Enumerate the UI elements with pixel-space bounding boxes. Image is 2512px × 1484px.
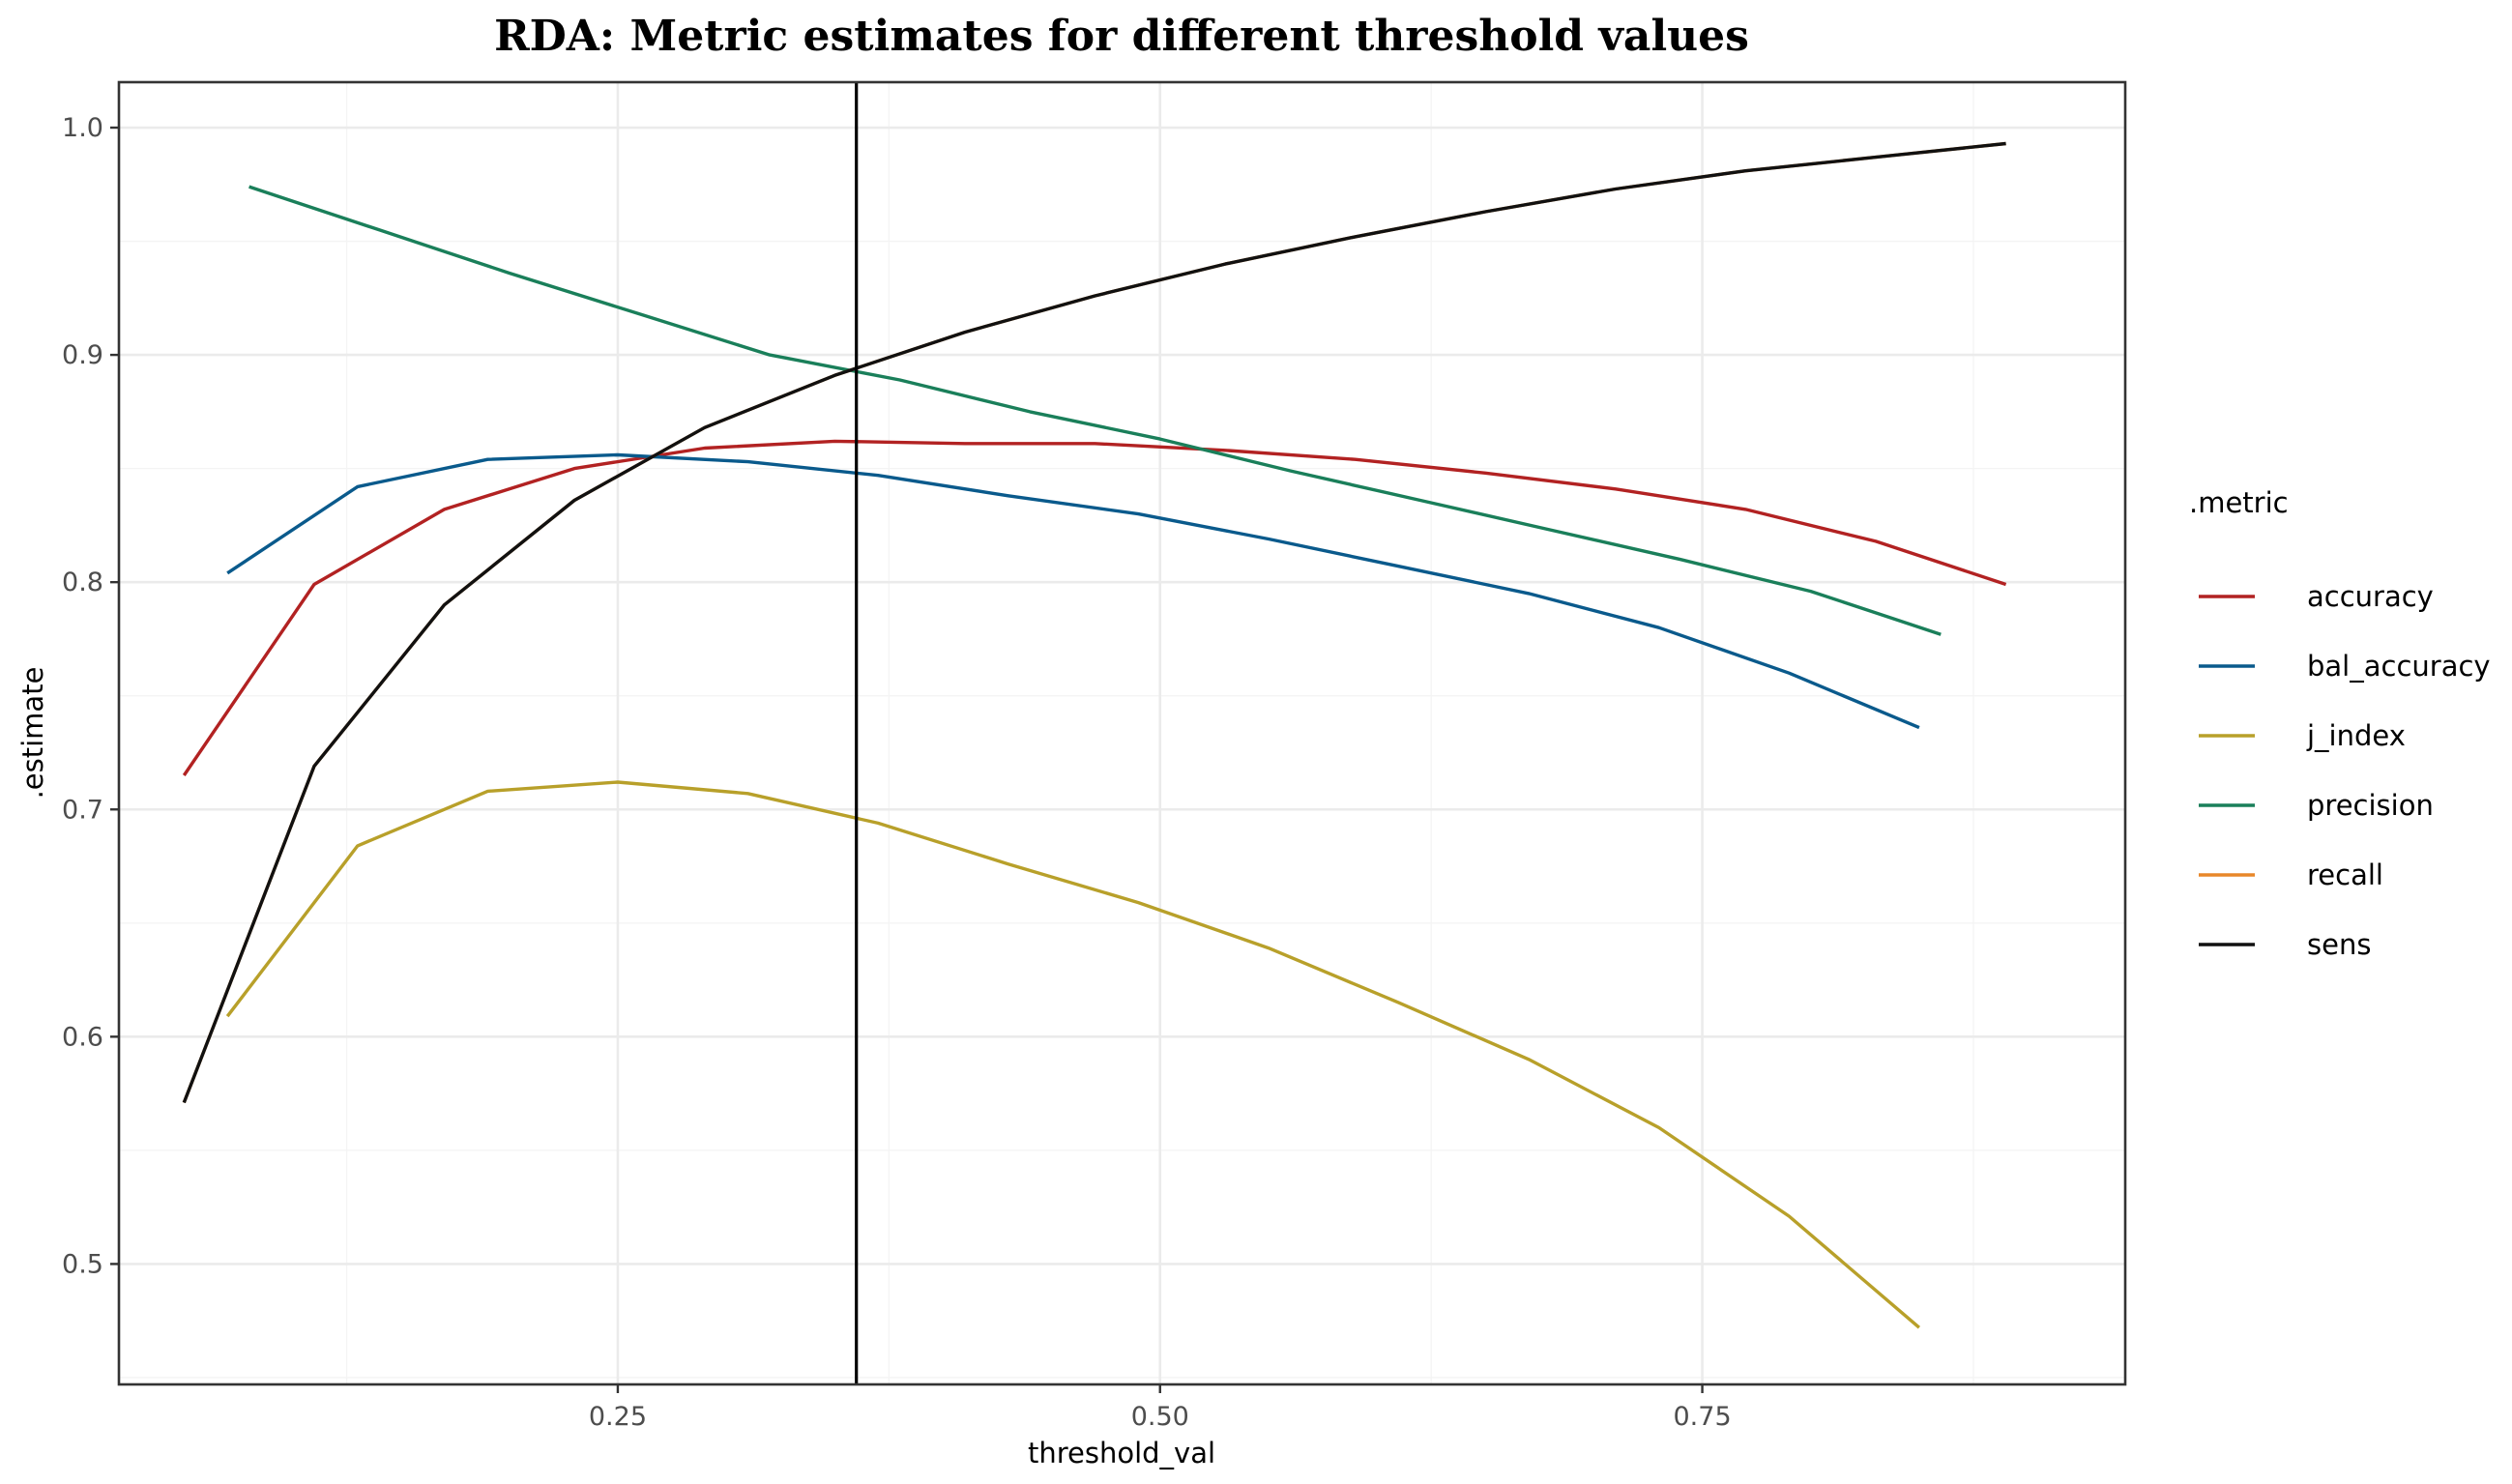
series-line-precision (248, 185, 1942, 636)
panel-border (117, 80, 2127, 1386)
series-line-accuracy (182, 439, 2007, 776)
series-line-recall (182, 141, 2006, 1104)
series-line-j_index (225, 780, 1921, 1329)
y-tick-label-3: 0.8 (62, 567, 103, 597)
series-line-sens (182, 141, 2006, 1104)
minor-gridlines (119, 82, 2125, 1384)
major-gridlines (119, 82, 2125, 1384)
legend-label-precision: precision (2307, 789, 2434, 822)
y-tick-label-0: 0.5 (62, 1249, 103, 1279)
y-tick-label-2: 0.7 (62, 795, 103, 825)
legend-label-sens: sens (2307, 928, 2371, 961)
y-axis-ticks: 0.5 0.6 0.7 0.8 0.9 1.0 (62, 113, 119, 1279)
legend: .metric accuracy bal_accuracy j_indexpreci… (2189, 486, 2491, 961)
x-tick-label-2: 0.75 (1674, 1402, 1732, 1432)
legend-label-bal_accuracy: bal_accuracy (2307, 650, 2491, 683)
series-lines (182, 141, 2007, 1329)
series-line-bal_accuracy (226, 452, 1920, 730)
x-axis-ticks: 0.25 0.50 0.75 (589, 1384, 1732, 1432)
y-tick-label-5: 1.0 (62, 113, 103, 143)
legend-label-j_index: j_index (2306, 719, 2406, 752)
legend-label-accuracy: accuracy (2307, 580, 2434, 613)
legend-items: accuracy bal_accuracy j_index precision reca… (2199, 580, 2491, 961)
x-tick-label-1: 0.50 (1131, 1402, 1189, 1432)
y-axis-title: .estimate (16, 667, 49, 800)
chart-title: RDA: Metric estimates for different thre… (494, 12, 1749, 61)
y-tick-label-1: 0.6 (62, 1022, 103, 1052)
legend-title: .metric (2189, 486, 2289, 519)
x-tick-label-0: 0.25 (589, 1402, 647, 1432)
x-axis-title: threshold_val (1028, 1437, 1215, 1469)
y-tick-label-4: 0.9 (62, 340, 103, 370)
legend-label-recall: recall (2307, 858, 2383, 891)
